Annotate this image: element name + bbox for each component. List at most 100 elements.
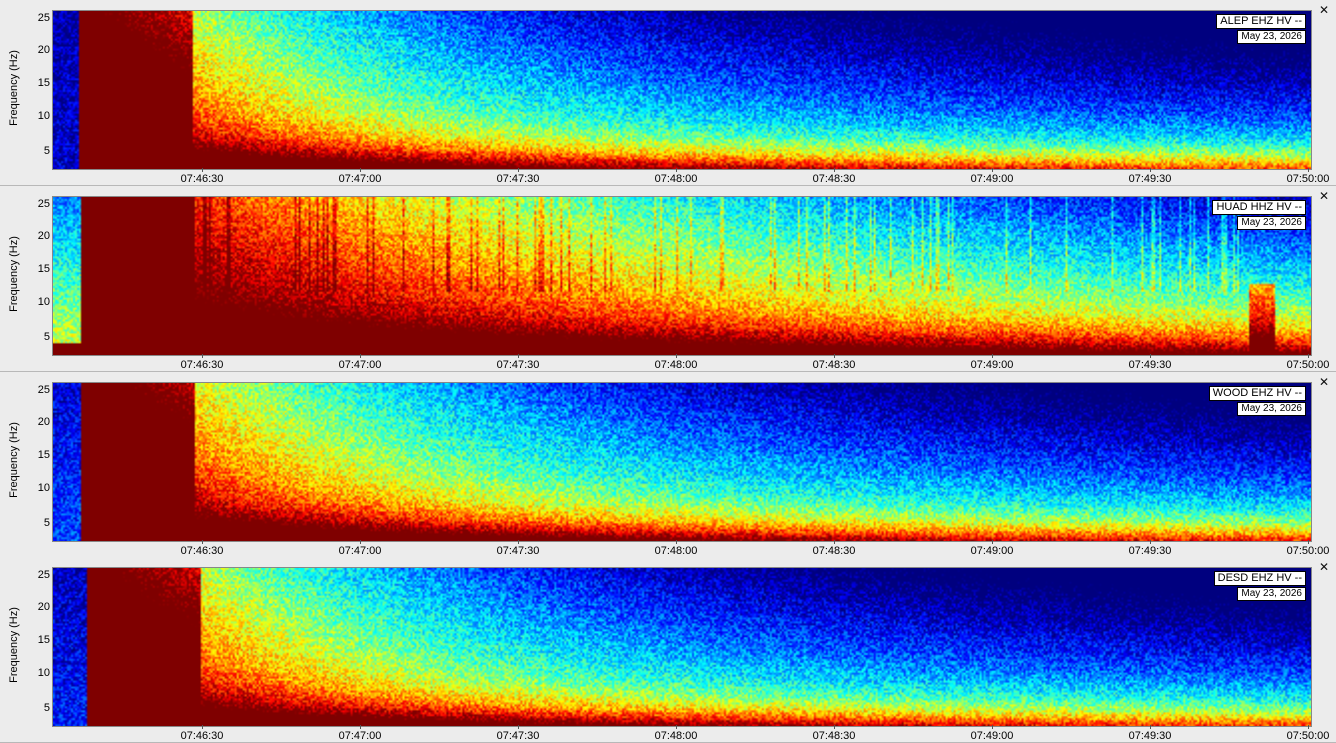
- x-tick-label: 07:49:30: [1128, 730, 1172, 742]
- x-tick-label: 07:49:30: [1128, 173, 1172, 185]
- spectrogram-plot[interactable]: [52, 382, 1312, 542]
- y-tick-label: 20: [37, 44, 50, 56]
- spectrogram-canvas[interactable]: [53, 383, 1311, 541]
- x-tick-mark: [1150, 354, 1151, 358]
- x-tick-mark: [1150, 540, 1151, 544]
- x-tick-mark: [992, 354, 993, 358]
- x-tick-mark: [1150, 168, 1151, 172]
- close-icon[interactable]: ✕: [1318, 375, 1330, 389]
- x-tick-label: 07:46:30: [180, 173, 224, 185]
- y-tick-label: 25: [37, 569, 50, 581]
- x-tick-label: 07:46:30: [180, 545, 224, 557]
- x-tick-mark: [992, 725, 993, 729]
- x-tick-mark: [834, 540, 835, 544]
- spectrogram-plot[interactable]: [52, 196, 1312, 356]
- spectrogram-panel: Frequency (Hz) DESD EHZ HV -- May 23, 20…: [0, 557, 1336, 743]
- spectrogram-canvas[interactable]: [53, 11, 1311, 169]
- x-tick-mark: [992, 168, 993, 172]
- y-axis-label: Frequency (Hz): [4, 380, 24, 540]
- y-tick-label: 20: [37, 601, 50, 613]
- station-legend: ALEP EHZ HV -- May 23, 2026: [1216, 14, 1306, 44]
- y-axis-label: Frequency (Hz): [4, 565, 24, 725]
- y-tick-label: 25: [37, 12, 50, 24]
- y-axis-label-text: Frequency (Hz): [8, 236, 21, 312]
- y-tick-label: 10: [37, 296, 50, 308]
- x-tick-label: 07:48:30: [812, 545, 856, 557]
- date-label: May 23, 2026: [1237, 587, 1306, 601]
- x-tick-label: 07:48:00: [654, 545, 698, 557]
- x-tick-label: 07:47:00: [338, 359, 382, 371]
- station-label: ALEP EHZ HV --: [1216, 14, 1306, 29]
- x-tick-mark: [202, 540, 203, 544]
- y-axis-label: Frequency (Hz): [4, 194, 24, 354]
- y-tick-label: 5: [43, 145, 50, 157]
- x-tick-label: 07:48:30: [812, 173, 856, 185]
- x-tick-mark: [202, 168, 203, 172]
- panel-divider: [0, 185, 1336, 186]
- station-legend: HUAD HHZ HV -- May 23, 2026: [1212, 200, 1306, 230]
- x-tick-mark: [1308, 725, 1309, 729]
- y-tick-label: 5: [43, 702, 50, 714]
- y-tick-label: 5: [43, 331, 50, 343]
- y-tick-label: 10: [37, 482, 50, 494]
- spectrogram-canvas[interactable]: [53, 197, 1311, 355]
- x-tick-mark: [1308, 168, 1309, 172]
- close-icon[interactable]: ✕: [1318, 560, 1330, 574]
- spectrogram-plot[interactable]: [52, 10, 1312, 170]
- x-tick-label: 07:48:30: [812, 730, 856, 742]
- x-tick-label: 07:49:30: [1128, 545, 1172, 557]
- x-tick-mark: [676, 354, 677, 358]
- x-tick-label: 07:47:30: [496, 173, 540, 185]
- x-tick-label: 07:48:00: [654, 359, 698, 371]
- x-tick-label: 07:49:00: [970, 359, 1014, 371]
- x-tick-mark: [202, 725, 203, 729]
- x-tick-mark: [518, 168, 519, 172]
- spectrogram-panel: Frequency (Hz) ALEP EHZ HV -- May 23, 20…: [0, 0, 1336, 186]
- spectrogram-canvas[interactable]: [53, 568, 1311, 726]
- x-tick-mark: [1150, 725, 1151, 729]
- spectrogram-panel: Frequency (Hz) HUAD HHZ HV -- May 23, 20…: [0, 186, 1336, 372]
- x-tick-mark: [202, 354, 203, 358]
- x-tick-mark: [1308, 540, 1309, 544]
- x-tick-mark: [518, 725, 519, 729]
- x-tick-mark: [518, 540, 519, 544]
- x-tick-label: 07:48:00: [654, 730, 698, 742]
- x-tick-mark: [360, 540, 361, 544]
- x-tick-label: 07:50:00: [1286, 545, 1330, 557]
- y-tick-label: 15: [37, 77, 50, 89]
- y-tick-label: 20: [37, 230, 50, 242]
- x-tick-mark: [360, 354, 361, 358]
- y-tick-label: 15: [37, 263, 50, 275]
- x-tick-label: 07:47:30: [496, 359, 540, 371]
- y-axis-label-text: Frequency (Hz): [8, 422, 21, 498]
- x-tick-mark: [676, 168, 677, 172]
- station-legend: DESD EHZ HV -- May 23, 2026: [1213, 571, 1306, 601]
- date-label: May 23, 2026: [1237, 30, 1306, 44]
- x-tick-mark: [992, 540, 993, 544]
- close-icon[interactable]: ✕: [1318, 189, 1330, 203]
- x-tick-label: 07:47:30: [496, 730, 540, 742]
- station-label: HUAD HHZ HV --: [1212, 200, 1306, 215]
- y-tick-label: 5: [43, 517, 50, 529]
- x-tick-mark: [518, 354, 519, 358]
- y-tick-label: 10: [37, 667, 50, 679]
- x-tick-label: 07:49:30: [1128, 359, 1172, 371]
- close-icon[interactable]: ✕: [1318, 3, 1330, 17]
- spectrogram-panel: Frequency (Hz) WOOD EHZ HV -- May 23, 20…: [0, 372, 1336, 558]
- x-tick-mark: [834, 168, 835, 172]
- x-tick-mark: [676, 540, 677, 544]
- x-tick-mark: [676, 725, 677, 729]
- y-axis-label: Frequency (Hz): [4, 8, 24, 168]
- x-tick-label: 07:48:30: [812, 359, 856, 371]
- station-label: WOOD EHZ HV --: [1208, 386, 1306, 401]
- x-tick-label: 07:46:30: [180, 359, 224, 371]
- spectrogram-plot[interactable]: [52, 567, 1312, 727]
- x-tick-label: 07:47:30: [496, 545, 540, 557]
- x-tick-mark: [834, 725, 835, 729]
- y-tick-label: 10: [37, 110, 50, 122]
- y-tick-label: 15: [37, 634, 50, 646]
- x-tick-mark: [360, 725, 361, 729]
- date-label: May 23, 2026: [1237, 402, 1306, 416]
- x-tick-label: 07:48:00: [654, 173, 698, 185]
- station-label: DESD EHZ HV --: [1213, 571, 1306, 586]
